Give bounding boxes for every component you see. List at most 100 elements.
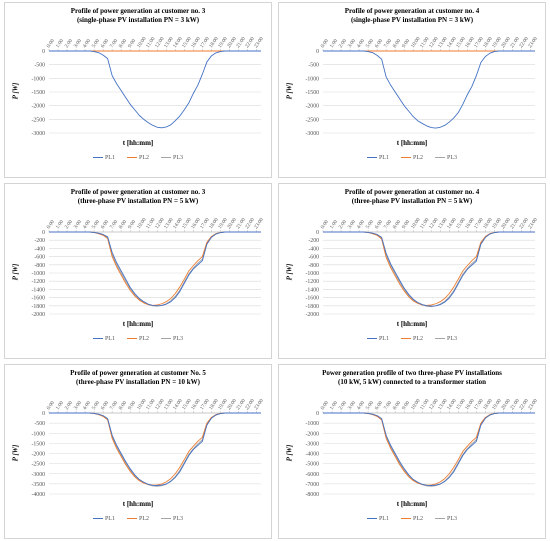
x-axis-label: t [hh:mm] [122,320,154,328]
series-line-pl3 [49,231,261,307]
x-tick-label: 12:00 [428,398,440,411]
legend: PL1 PL2 PL3 [5,516,271,522]
y-tick-label: 0 [42,411,45,417]
legend-item-pl3: PL3 [161,516,183,522]
x-tick-label: 22:00 [518,36,530,49]
y-tick-label: 0 [42,230,45,236]
x-tick-label: 18:00 [482,36,494,49]
series-line-pl1 [323,231,535,307]
x-tick-label: 14:00 [172,36,184,49]
x-tick-label: 1:00 [329,219,339,230]
x-tick-label: 6:00 [100,38,110,49]
chart-title-line2: (three-phase PV installation PN = 5 kW) [351,196,473,205]
x-tick-label: 12:00 [154,398,166,411]
legend-swatch [366,157,377,159]
x-tick-label: 21:00 [509,398,521,411]
x-tick-label: 19:00 [491,36,503,49]
x-tick-label: 18:00 [482,217,494,230]
chart-panel-6: Power generation profile of two three-ph… [278,364,546,539]
chart-title: Profile of power generation at customer … [5,369,271,386]
legend-label: PL1 [378,336,389,342]
legend-item-pl3: PL3 [435,516,457,522]
x-tick-label: 12:00 [154,217,166,230]
x-tick-label: 15:00 [181,398,193,411]
x-tick-label: 4:00 [82,400,92,411]
x-tick-label: 6:00 [100,400,110,411]
x-tick-label: 23:00 [527,398,539,411]
y-tick-label: -1000 [31,76,45,82]
x-tick-label: 9:00 [127,219,137,230]
y-tick-label: -1600 [31,296,45,302]
x-tick-label: 2:00 [338,38,348,49]
legend-swatch [126,157,137,159]
x-tick-label: 23:00 [253,217,265,230]
x-tick-label: 18:00 [208,217,220,230]
y-tick-label: -1500 [305,90,319,96]
y-tick-label: -3500 [31,482,45,488]
x-tick-label: 18:00 [482,398,494,411]
y-tick-label: -500 [308,63,319,69]
y-tick-label: 0 [316,230,319,236]
x-tick-label: 6:00 [100,219,110,230]
x-tick-label: 7:00 [109,219,119,230]
y-tick-label: -200 [308,238,319,244]
series-line-pl1 [49,50,261,129]
x-tick-label: 4:00 [356,219,366,230]
legend-swatch [400,157,411,159]
y-tick-label: -1600 [305,296,319,302]
chart-title-line1: Profile of power generation at customer … [344,188,480,196]
legend-label: PL1 [104,336,115,342]
chart-svg: 0 -1000 -2000 -3000 -4000 -5000 -6000 -7000 -800… [305,398,539,498]
x-tick-label: 2:00 [64,38,74,49]
x-tick-label: 21:00 [509,217,521,230]
x-tick-label: 6:00 [374,38,384,49]
x-tick-label: 2:00 [64,219,74,230]
x-tick-label: 13:00 [437,398,449,411]
series-line-pl2 [49,231,261,306]
x-tick-label: 14:00 [446,217,458,230]
chart-title-line2: (three-phase PV installation PN = 10 kW) [76,377,200,386]
series-line-pl1 [323,50,535,129]
x-tick-label: 21:00 [509,36,521,49]
x-tick-label: 15:00 [455,217,467,230]
legend-swatch [435,518,445,520]
y-tick-label: -8000 [305,492,319,498]
legend-swatch [435,338,445,340]
y-tick-label: -2000 [31,312,45,318]
x-tick-label: 5:00 [91,400,101,411]
x-tick-label: 15:00 [181,36,193,49]
x-tick-label: 19:00 [217,217,229,230]
legend: PL1 PL2 PL3 [279,336,545,342]
x-tick-label: 7:00 [109,38,119,49]
x-tick-label: 4:00 [82,219,92,230]
legend-item-pl1: PL1 [92,516,115,522]
legend-label: PL2 [138,516,149,522]
x-tick-label: 5:00 [365,219,375,230]
legend-label: PL3 [173,336,184,342]
y-tick-label: -1000 [31,271,45,277]
x-tick-label: 17:00 [473,36,485,49]
x-tick-label: 10:00 [136,217,148,230]
legend-label: PL1 [104,155,115,161]
legend-label: PL3 [173,516,184,522]
x-axis-label: t [hh:mm] [396,320,428,328]
legend-label: PL2 [412,516,423,522]
y-tick-label: -3000 [305,441,319,447]
y-tick-label: -6000 [305,472,319,478]
y-axis-label: P [W] [11,263,20,281]
chart-title-line2: (single-phase PV installation PN = 3 kW) [76,15,200,24]
y-tick-label: -1400 [305,287,319,293]
chart-svg: 0 -200 -400 -600 -800 -1000 -1200 -1400 -1600 -18… [305,217,539,318]
x-tick-label: 1:00 [329,38,339,49]
legend-swatch [435,157,445,159]
x-tick-label: 16:00 [464,217,476,230]
x-tick-label: 8:00 [118,38,128,49]
chart-title-line2: (single-phase PV installation PN = 3 kW) [350,15,474,24]
chart-svg: 0 -500 -1000 -1500 -2000 -2500 -3000 0:001:002:… [31,36,265,137]
y-axis-label: P [W] [11,444,20,461]
legend-item-pl3: PL3 [161,336,183,342]
x-tick-label: 10:00 [136,36,148,49]
legend-label: PL3 [447,155,458,161]
legend-label: PL2 [138,155,149,161]
x-tick-label: 13:00 [437,36,449,49]
